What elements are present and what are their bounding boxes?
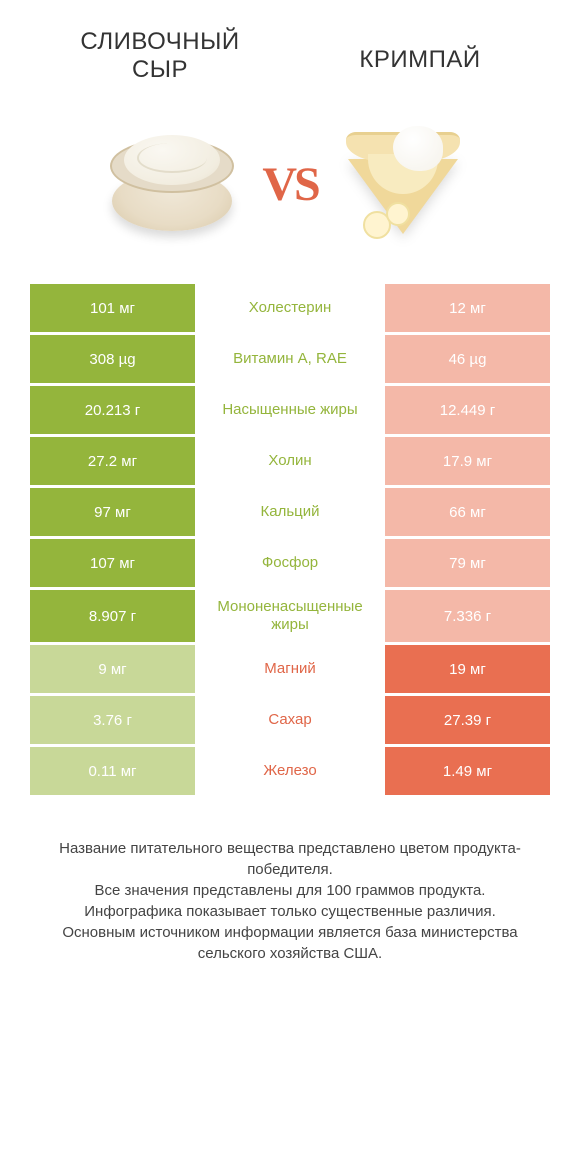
left-value-cell: 3.76 г	[30, 696, 195, 744]
nutrient-label: Насыщенные жиры	[195, 386, 385, 434]
right-value-cell: 79 мг	[385, 539, 550, 587]
table-row: 97 мгКальций66 мг	[30, 488, 550, 536]
left-value-cell: 0.11 мг	[30, 747, 195, 795]
left-value-cell: 308 µg	[30, 335, 195, 383]
left-product-image	[92, 114, 252, 254]
table-row: 308 µgВитамин A, RAE46 µg	[30, 335, 550, 383]
left-value-cell: 20.213 г	[30, 386, 195, 434]
table-row: 20.213 гНасыщенные жиры12.449 г	[30, 386, 550, 434]
nutrient-label: Холестерин	[195, 284, 385, 332]
left-value-cell: 9 мг	[30, 645, 195, 693]
right-product-title: КРИМПАЙ	[320, 28, 520, 74]
nutrient-label: Магний	[195, 645, 385, 693]
right-product-image	[328, 114, 488, 254]
table-row: 101 мгХолестерин12 мг	[30, 284, 550, 332]
nutrient-label: Витамин A, RAE	[195, 335, 385, 383]
left-value-cell: 101 мг	[30, 284, 195, 332]
left-value-cell: 27.2 мг	[30, 437, 195, 485]
nutrient-label: Мононенасыщенные жиры	[195, 590, 385, 642]
table-row: 107 мгФосфор79 мг	[30, 539, 550, 587]
footer-line: Название питательного вещества представл…	[30, 838, 550, 880]
left-product-title: СЛИВОЧНЫЙ СЫР	[60, 28, 260, 84]
nutrient-label: Кальций	[195, 488, 385, 536]
nutrition-table: 101 мгХолестерин12 мг308 µgВитамин A, RA…	[0, 284, 580, 795]
table-row: 27.2 мгХолин17.9 мг	[30, 437, 550, 485]
table-row: 0.11 мгЖелезо1.49 мг	[30, 747, 550, 795]
nutrient-label: Сахар	[195, 696, 385, 744]
footer-line: Инфографика показывает только существенн…	[30, 901, 550, 922]
nutrient-label: Железо	[195, 747, 385, 795]
images-row: VS	[0, 94, 580, 284]
right-value-cell: 27.39 г	[385, 696, 550, 744]
vs-label: VS	[262, 157, 317, 212]
footer-line: Основным источником информации является …	[30, 922, 550, 964]
right-value-cell: 12 мг	[385, 284, 550, 332]
left-value-cell: 107 мг	[30, 539, 195, 587]
right-value-cell: 12.449 г	[385, 386, 550, 434]
right-value-cell: 17.9 мг	[385, 437, 550, 485]
left-value-cell: 8.907 г	[30, 590, 195, 642]
table-row: 3.76 гСахар27.39 г	[30, 696, 550, 744]
footer-line: Все значения представлены для 100 граммо…	[30, 880, 550, 901]
right-value-cell: 19 мг	[385, 645, 550, 693]
nutrient-label: Фосфор	[195, 539, 385, 587]
right-value-cell: 7.336 г	[385, 590, 550, 642]
header: СЛИВОЧНЫЙ СЫР КРИМПАЙ	[0, 0, 580, 94]
right-value-cell: 46 µg	[385, 335, 550, 383]
right-value-cell: 66 мг	[385, 488, 550, 536]
right-value-cell: 1.49 мг	[385, 747, 550, 795]
footer-notes: Название питательного вещества представл…	[0, 798, 580, 984]
table-row: 9 мгМагний19 мг	[30, 645, 550, 693]
nutrient-label: Холин	[195, 437, 385, 485]
table-row: 8.907 гМононенасыщенные жиры7.336 г	[30, 590, 550, 642]
left-value-cell: 97 мг	[30, 488, 195, 536]
